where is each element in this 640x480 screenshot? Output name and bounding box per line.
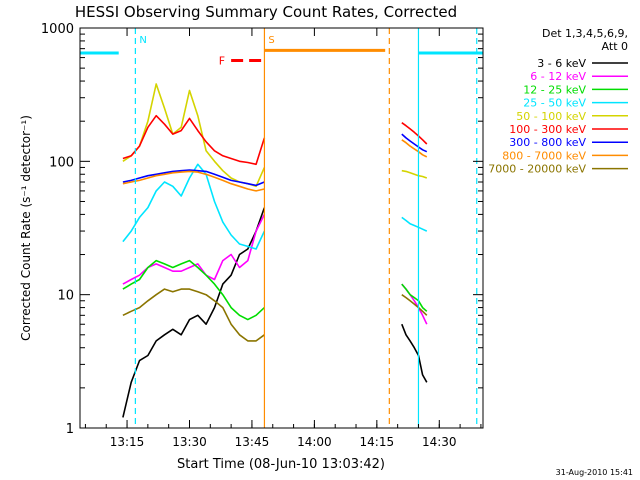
y-axis-label: Corrected Count Rate (s⁻¹ detector⁻¹)	[19, 115, 33, 341]
series-line-12-25-kev-0	[122, 259, 265, 321]
series-line-3-6-kev-1	[401, 323, 428, 383]
bars-layer: F	[80, 48, 483, 68]
y-tick-label: 100	[49, 155, 74, 170]
series-25-50-kev	[122, 163, 428, 250]
series-line-100-300-kev-0	[122, 114, 266, 166]
plot-frame	[79, 27, 484, 429]
x-tick-label: 14:15	[360, 435, 395, 449]
legend-label-100-300-kev: 100 - 300 keV	[509, 123, 586, 136]
axis-layer: 13:15 13:30 13:45 14:00 14:15 14:30 1 10 100 1000	[41, 22, 483, 449]
x-axis-label: Start Time (08-Jun-10 13:03:42)	[177, 457, 385, 472]
x-tick-label: 13:15	[110, 435, 145, 449]
legend-label-6-12-kev: 6 - 12 keV	[530, 70, 586, 83]
series-6-12-kev	[122, 214, 428, 325]
y-tick-label: 1000	[41, 22, 74, 37]
series-50-100-kev	[122, 83, 428, 188]
chart-title: HESSI Observing Summary Count Rates, Cor…	[75, 3, 457, 21]
x-tick-label: 13:45	[235, 435, 270, 449]
series-line-50-100-kev-1	[401, 169, 428, 179]
marker-label-n: N	[139, 35, 146, 46]
series-12-25-kev	[122, 259, 428, 321]
legend-label-3-6-kev: 3 - 6 keV	[537, 57, 586, 70]
legend-label-50-100-kev: 50 - 100 keV	[516, 110, 586, 123]
series-line-100-300-kev-1	[401, 122, 428, 145]
footer-timestamp: 31-Aug-2010 15:41	[556, 468, 633, 477]
x-tick-label: 14:00	[297, 435, 332, 449]
state-bar-label-f: F	[219, 55, 225, 68]
series-line-300-800-kev-0	[122, 169, 265, 187]
series-line-300-800-kev-1	[401, 133, 428, 153]
legend-label-7000-20000-kev: 7000 - 20000 keV	[488, 163, 586, 176]
series-300-800-kev	[122, 133, 428, 187]
series-line-7000-20000-kev-0	[122, 288, 265, 342]
series-line-3-6-kev-0	[122, 207, 266, 418]
series-line-800-7000-kev-0	[122, 170, 265, 192]
legend-label-25-50-kev: 25 - 50 keV	[523, 97, 586, 110]
marker-label-s: S	[268, 35, 274, 46]
series-7000-20000-kev	[122, 288, 428, 342]
series-line-12-25-kev-1	[401, 283, 428, 312]
legend-header-line-2: Att 0	[602, 40, 628, 53]
x-tick-label: 13:30	[172, 435, 207, 449]
x-tick-label: 14:30	[422, 435, 457, 449]
legend-label-12-25-kev: 12 - 25 keV	[523, 83, 586, 96]
y-tick-label: 10	[57, 289, 74, 304]
series-100-300-kev	[122, 114, 428, 166]
series-800-7000-kev	[122, 139, 428, 192]
series-line-7000-20000-kev-1	[401, 294, 428, 316]
legend-label-800-7000-kev: 800 - 7000 keV	[502, 149, 586, 162]
series-3-6-kev	[122, 207, 428, 418]
series-line-25-50-kev-1	[401, 216, 428, 232]
y-tick-label: 1	[66, 422, 74, 437]
legend-label-300-800-kev: 300 - 800 keV	[509, 136, 586, 149]
series-layer	[122, 83, 428, 418]
series-line-800-7000-kev-1	[401, 139, 428, 158]
legend-header-line-1: Det 1,3,4,5,6,9,	[542, 27, 628, 40]
